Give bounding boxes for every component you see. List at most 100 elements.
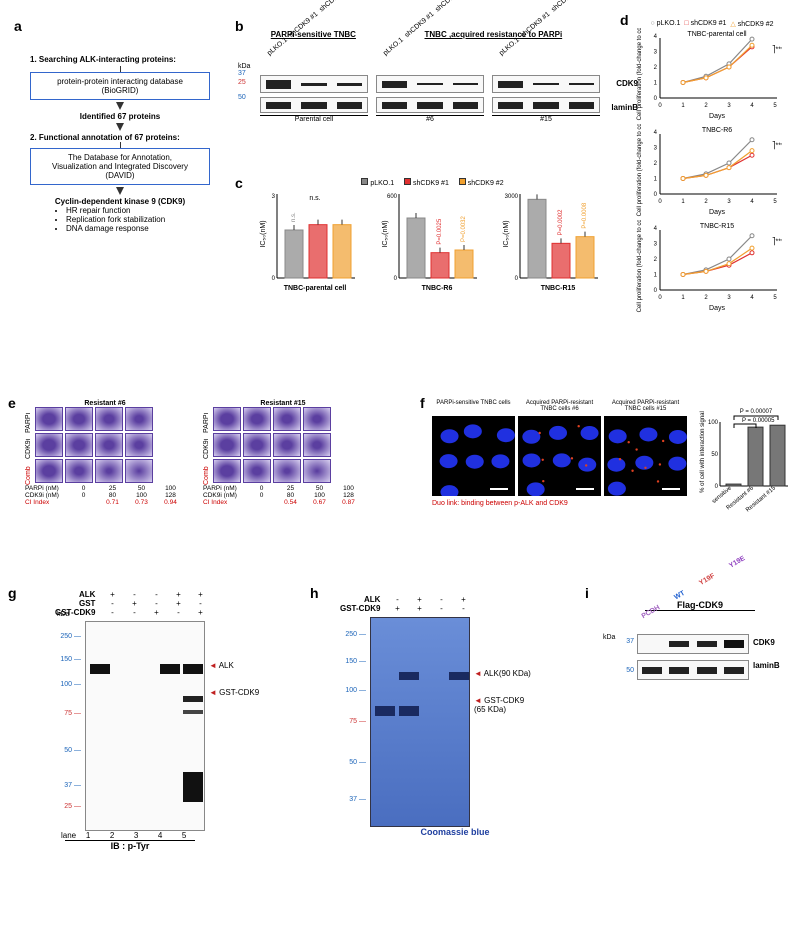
svg-text:0: 0	[654, 192, 658, 198]
svg-text:IC₅₀(nM): IC₅₀(nM)	[503, 220, 510, 247]
well	[35, 433, 63, 457]
svg-text:0: 0	[658, 295, 662, 301]
svg-text:P=0.0025: P=0.0025	[437, 218, 443, 245]
blot-row	[260, 97, 368, 113]
svg-text:1: 1	[654, 177, 658, 183]
legend-item: △ shCDK9 #2	[730, 20, 773, 28]
svg-text:TNBC-parental cell: TNBC-parental cell	[687, 31, 747, 38]
svg-text:P = 0.00007: P = 0.00007	[740, 409, 773, 415]
svg-text:3: 3	[272, 194, 276, 200]
flow-box-1: protein-protein interacting database (Bi…	[30, 72, 210, 100]
svg-text:4: 4	[654, 130, 658, 136]
panel-g: ALK+--++GST-+-+-GST-CDK9--+-+ kDa 250 —1…	[35, 590, 260, 851]
well	[125, 459, 153, 483]
svg-text:TNBC-parental cell: TNBC-parental cell	[284, 285, 347, 292]
marker: 37	[238, 70, 250, 77]
ib-label: IB : p-Tyr	[65, 840, 195, 851]
coomassie-image	[370, 617, 470, 827]
marker: 50	[238, 94, 250, 101]
panel-d-label: d	[620, 12, 629, 28]
svg-text:n.s.: n.s.	[309, 195, 320, 202]
blot-row	[260, 75, 368, 93]
svg-text:⎤***: ⎤***	[772, 45, 782, 54]
marker: 50	[619, 667, 634, 674]
panel-c-label: c	[235, 175, 243, 191]
svg-text:0: 0	[393, 276, 397, 282]
svg-text:1: 1	[654, 81, 658, 87]
panel-h: ALK-+-+GST-CDK9++-- 250 —150 —100 —75 —5…	[320, 595, 550, 837]
bullet: DNA damage response	[66, 224, 210, 233]
svg-text:4: 4	[654, 34, 658, 40]
svg-text:5: 5	[773, 199, 777, 205]
panel-b-label: b	[235, 18, 244, 34]
svg-text:2: 2	[654, 65, 658, 71]
flow-link-1: Identified 67 proteins	[30, 112, 210, 121]
step1-title: 1. Searching ALK-interacting proteins:	[30, 55, 210, 64]
svg-text:0: 0	[715, 484, 719, 490]
microscopy-image: Acquired PARPi-resistant TNBC cells #6	[518, 400, 601, 498]
svg-text:3: 3	[654, 50, 658, 56]
svg-text:50: 50	[711, 452, 718, 458]
microscopy-image: PARPi-sensitive TNBC cells	[432, 400, 515, 498]
svg-text:0: 0	[515, 276, 519, 282]
legend-item: □ shCDK9 #1	[684, 20, 726, 28]
well	[65, 407, 93, 431]
lane-header: ALK-+-+GST-CDK9++--	[320, 595, 550, 613]
svg-text:100: 100	[708, 420, 719, 426]
svg-text:3: 3	[654, 146, 658, 152]
svg-text:1: 1	[681, 103, 685, 109]
svg-text:⎤***: ⎤***	[772, 237, 782, 246]
well	[303, 459, 331, 483]
svg-text:4: 4	[750, 295, 754, 301]
svg-text:2: 2	[704, 199, 708, 205]
svg-text:1: 1	[681, 295, 685, 301]
svg-text:5: 5	[773, 103, 777, 109]
svg-text:4: 4	[654, 226, 658, 232]
panel-f: PARPi-sensitive TNBC cells Acquired PARP…	[432, 400, 792, 507]
well	[273, 459, 301, 483]
panel-h-label: h	[310, 585, 319, 601]
well	[243, 407, 271, 431]
band-labels: ◄ ALK(90 KDa) ◄ GST-CDK9 (65 KDa)	[470, 617, 531, 827]
group-footer: #15	[492, 115, 600, 123]
svg-text:2: 2	[654, 161, 658, 167]
blot-groups: pLKO.1shCDK9 #1shCDK9 #2Parental cellpLK…	[260, 43, 600, 123]
marker: 25	[238, 79, 250, 86]
ic50-chart: P=0.0025P=0.0032IC₅₀(nM)TNBC-R66000	[377, 190, 489, 300]
kda: kDa	[57, 611, 69, 618]
legend: pLKO.1 shCDK9 #1 shCDK9 #2	[255, 178, 610, 187]
blot-cdk9	[637, 634, 749, 654]
panel-i-label: i	[585, 585, 589, 601]
ic50-chart: n.s.n.s.IC₅₀(nM)TNBC-parental cell30	[255, 190, 367, 300]
svg-text:5: 5	[773, 295, 777, 301]
flowchart: 1. Searching ALK-interacting proteins: p…	[30, 55, 210, 233]
svg-text:3: 3	[727, 199, 731, 205]
arrow-icon	[116, 123, 124, 131]
svg-text:1: 1	[681, 199, 685, 205]
panel-e: Resistant #6PARPiCDK9iCombPARPi (nM)0255…	[25, 400, 415, 506]
blot-row	[376, 97, 484, 113]
svg-text:IC₅₀(nM): IC₅₀(nM)	[382, 220, 389, 247]
legend-item: pLKO.1	[361, 178, 394, 187]
growth-chart: TNBC-R1501234012345⎤***Cell proliferatio…	[632, 220, 792, 316]
panel-b: PARPi-sensitive TNBC TNBC ,acquired resi…	[260, 30, 600, 123]
group-footer: Parental cell	[260, 115, 368, 123]
svg-text:2: 2	[704, 295, 708, 301]
panel-a-label: a	[14, 18, 22, 34]
ic50-charts: n.s.n.s.IC₅₀(nM)TNBC-parental cell30P=0.…	[255, 190, 610, 300]
panel-g-label: g	[8, 585, 17, 601]
well	[243, 459, 271, 483]
kda: kDa	[603, 634, 615, 641]
interaction-bar: 050100sensitiveResistant #6Resistant #15…	[696, 404, 794, 514]
panel-e-label: e	[8, 395, 16, 411]
markers: 250 —150 —100 —75 —50 —37 —25 —	[35, 621, 85, 831]
well	[243, 433, 271, 457]
ic50-chart: P=0.0002P=0.0008IC₅₀(nM)TNBC-R1530000	[498, 190, 610, 300]
svg-text:Days: Days	[709, 209, 725, 216]
svg-text:P=0.0032: P=0.0032	[461, 215, 467, 242]
svg-text:0: 0	[658, 199, 662, 205]
microscopy-image: Acquired PARPi-resistant TNBC cells #15	[604, 400, 687, 498]
legend-item: shCDK9 #1	[404, 178, 449, 187]
panel-d: ○ pLKO.1□ shCDK9 #1△ shCDK9 #2 TNBC-pare…	[632, 20, 792, 316]
well	[35, 407, 63, 431]
